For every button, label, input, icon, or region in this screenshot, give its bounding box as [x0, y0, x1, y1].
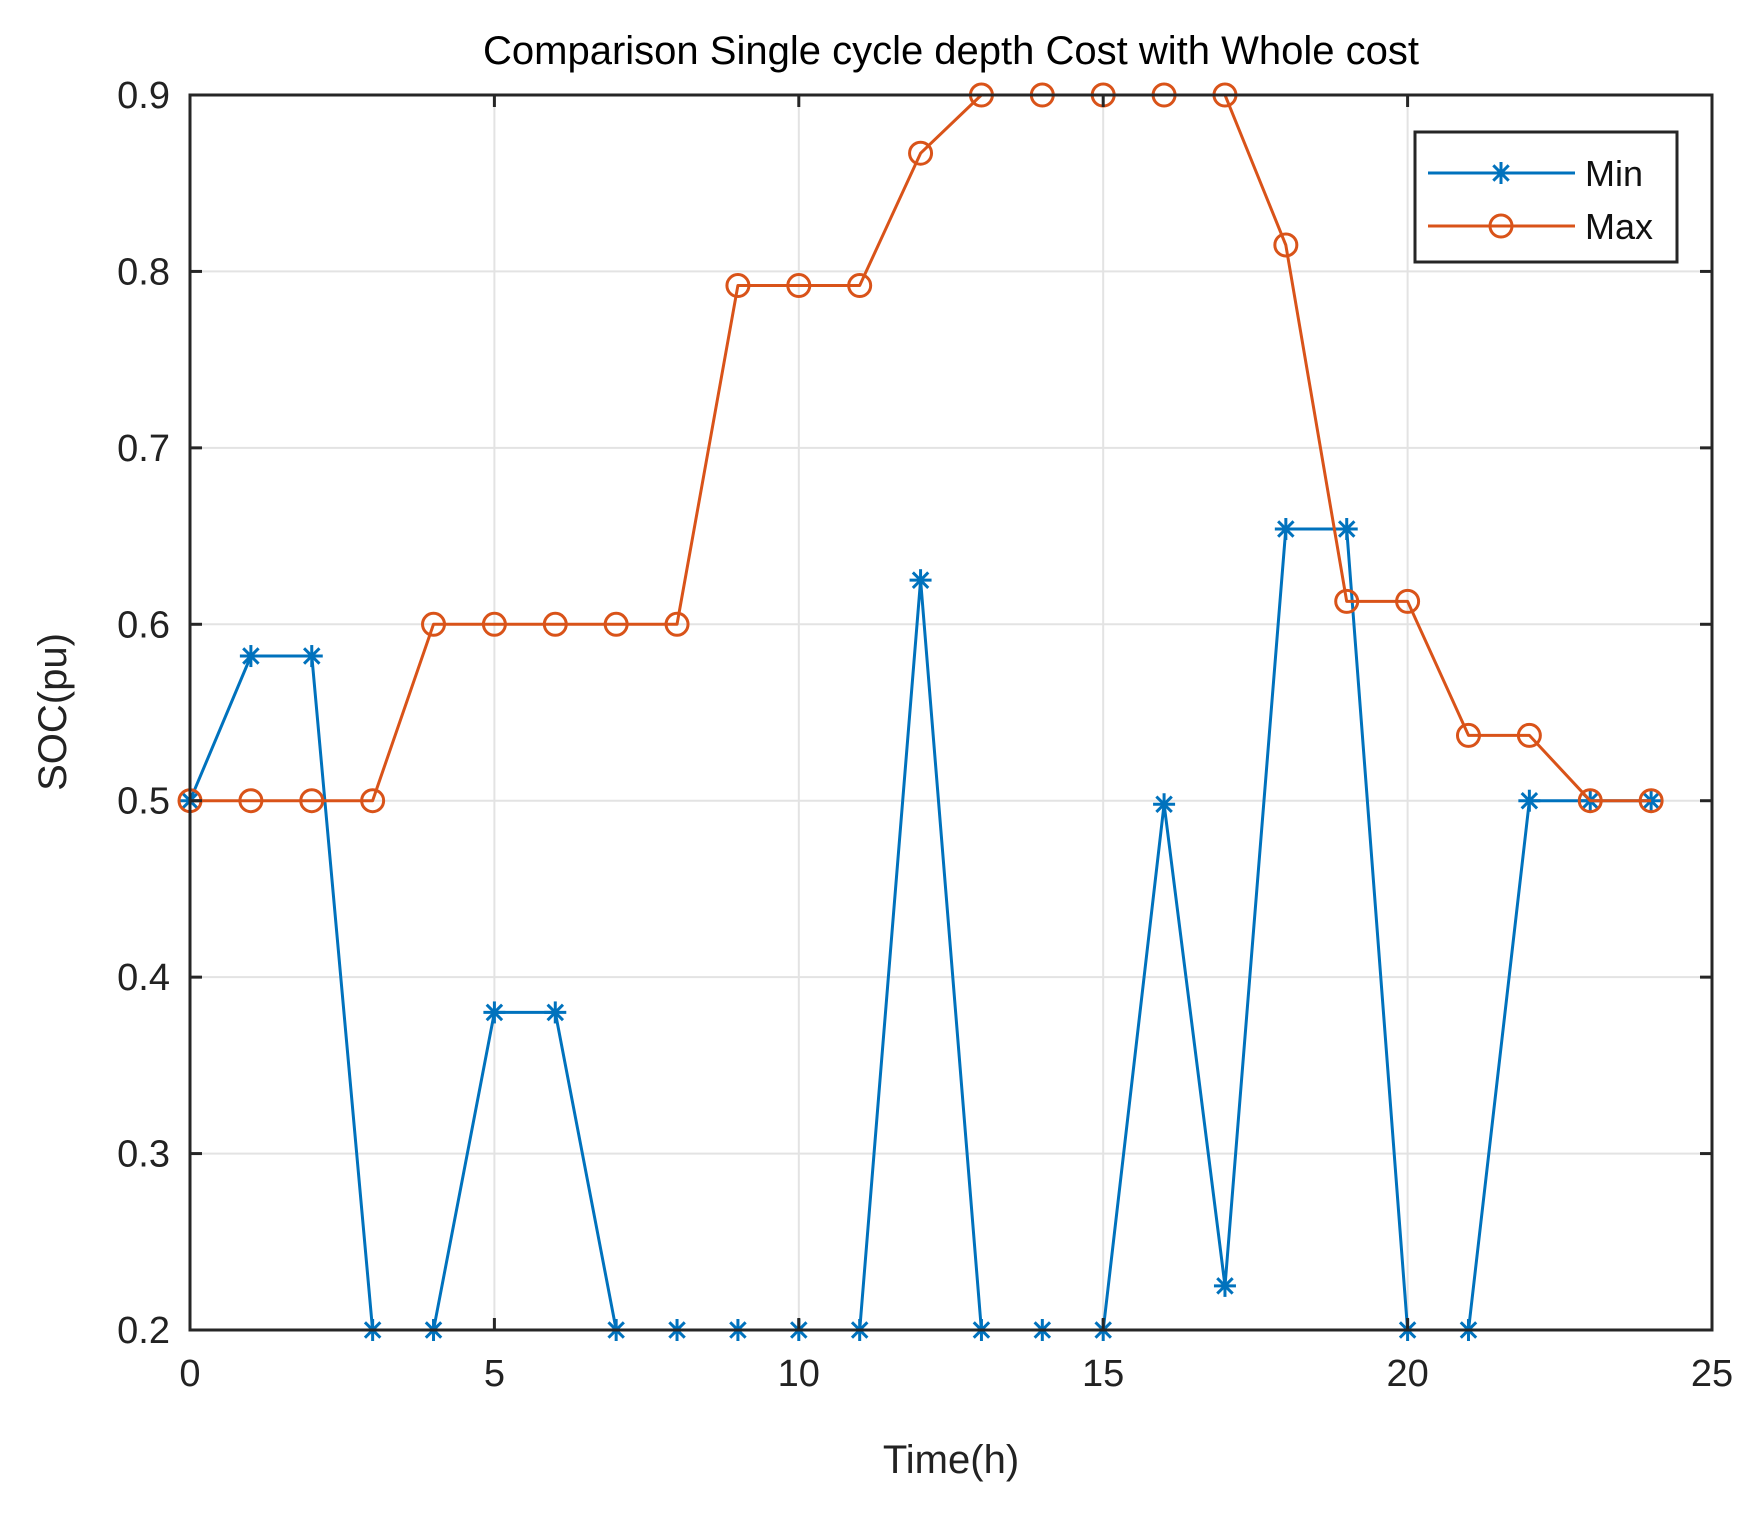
data-point-max	[664, 611, 690, 637]
data-point-max	[542, 611, 568, 637]
data-point-max	[847, 273, 873, 299]
data-point-min	[1274, 518, 1297, 541]
asterisk-stroke	[1642, 791, 1660, 810]
data-point-max	[1334, 588, 1360, 614]
asterisk-stroke	[242, 647, 260, 665]
plot-area	[190, 95, 1712, 1330]
legend-circle	[1488, 213, 1514, 239]
legend-marker-max	[1488, 213, 1514, 239]
y-tick-label: 0.4	[117, 957, 170, 999]
legend-marker-min	[1490, 162, 1512, 184]
asterisk-stroke	[546, 1003, 565, 1022]
tick-labels: 0 5 10 15 20 25 0.2 0.3 0.4 0.5 0.6 0.7 0.8 0.9	[117, 75, 1733, 1395]
asterisk-stroke	[1277, 520, 1295, 538]
y-tick-label: 0.3	[117, 1134, 170, 1176]
x-tick-label: 0	[179, 1353, 200, 1395]
data-point-max	[1455, 722, 1481, 748]
data-point-max	[1577, 788, 1603, 814]
data-point-max	[299, 788, 325, 814]
series-line-max	[190, 93, 1652, 803]
data-point-max	[1516, 722, 1542, 748]
data-point-min	[1153, 793, 1176, 816]
chart-title: Comparison Single cycle depth Cost with …	[483, 29, 1419, 73]
data-point-max	[1273, 232, 1299, 258]
data-point-max	[238, 788, 264, 814]
asterisk-stroke	[1155, 795, 1173, 814]
asterisk-stroke	[1492, 164, 1510, 182]
data-point-max	[603, 611, 629, 637]
data-point-min	[1640, 789, 1663, 812]
data-point-min	[1518, 789, 1541, 812]
data-point-max	[725, 273, 751, 299]
data-point-min	[1213, 1274, 1236, 1297]
data-point-max	[908, 140, 934, 166]
legend: Min Max	[1413, 130, 1679, 264]
asterisk-stroke	[302, 647, 321, 665]
asterisk-stroke	[485, 1003, 504, 1022]
legend-label-max: Max	[1585, 206, 1653, 247]
data-point-max	[421, 611, 447, 637]
x-tick-label: 5	[484, 1353, 505, 1395]
data-point-min	[544, 1001, 567, 1024]
ticks	[188, 93, 1714, 1332]
legend-asterisk	[1490, 162, 1512, 184]
data-point-max	[786, 273, 812, 299]
y-tick-label: 0.2	[117, 1310, 170, 1352]
x-tick-label: 15	[1082, 1353, 1124, 1395]
asterisk-stroke	[1216, 1277, 1234, 1295]
data-point-min	[909, 569, 932, 592]
data-point-max	[481, 611, 507, 637]
asterisk-stroke	[911, 571, 930, 589]
y-tick-label: 0.6	[117, 604, 170, 646]
asterisk-stroke	[1337, 520, 1356, 538]
data-point-min	[300, 645, 323, 668]
asterisk-stroke	[1520, 791, 1539, 810]
data-point-min	[1335, 518, 1358, 541]
x-tick-label: 25	[1691, 1353, 1733, 1395]
legend-label-min: Min	[1585, 153, 1643, 194]
y-tick-label: 0.5	[117, 781, 170, 823]
legend-box	[1413, 130, 1679, 264]
y-tick-label: 0.7	[117, 428, 170, 470]
y-tick-label: 0.9	[117, 75, 170, 117]
x-axis-label: Time(h)	[883, 1438, 1019, 1482]
data-point-max	[360, 788, 386, 814]
x-tick-label: 20	[1386, 1353, 1428, 1395]
y-axis-label: SOC(pu)	[31, 633, 75, 791]
y-tick-label: 0.8	[117, 251, 170, 293]
data-point-min	[483, 1001, 506, 1024]
plot-frame	[188, 93, 1714, 1332]
x-tick-label: 10	[778, 1353, 820, 1395]
data-point-max	[1638, 788, 1664, 814]
data-point-max	[1395, 588, 1421, 614]
data-point-min	[239, 645, 262, 668]
